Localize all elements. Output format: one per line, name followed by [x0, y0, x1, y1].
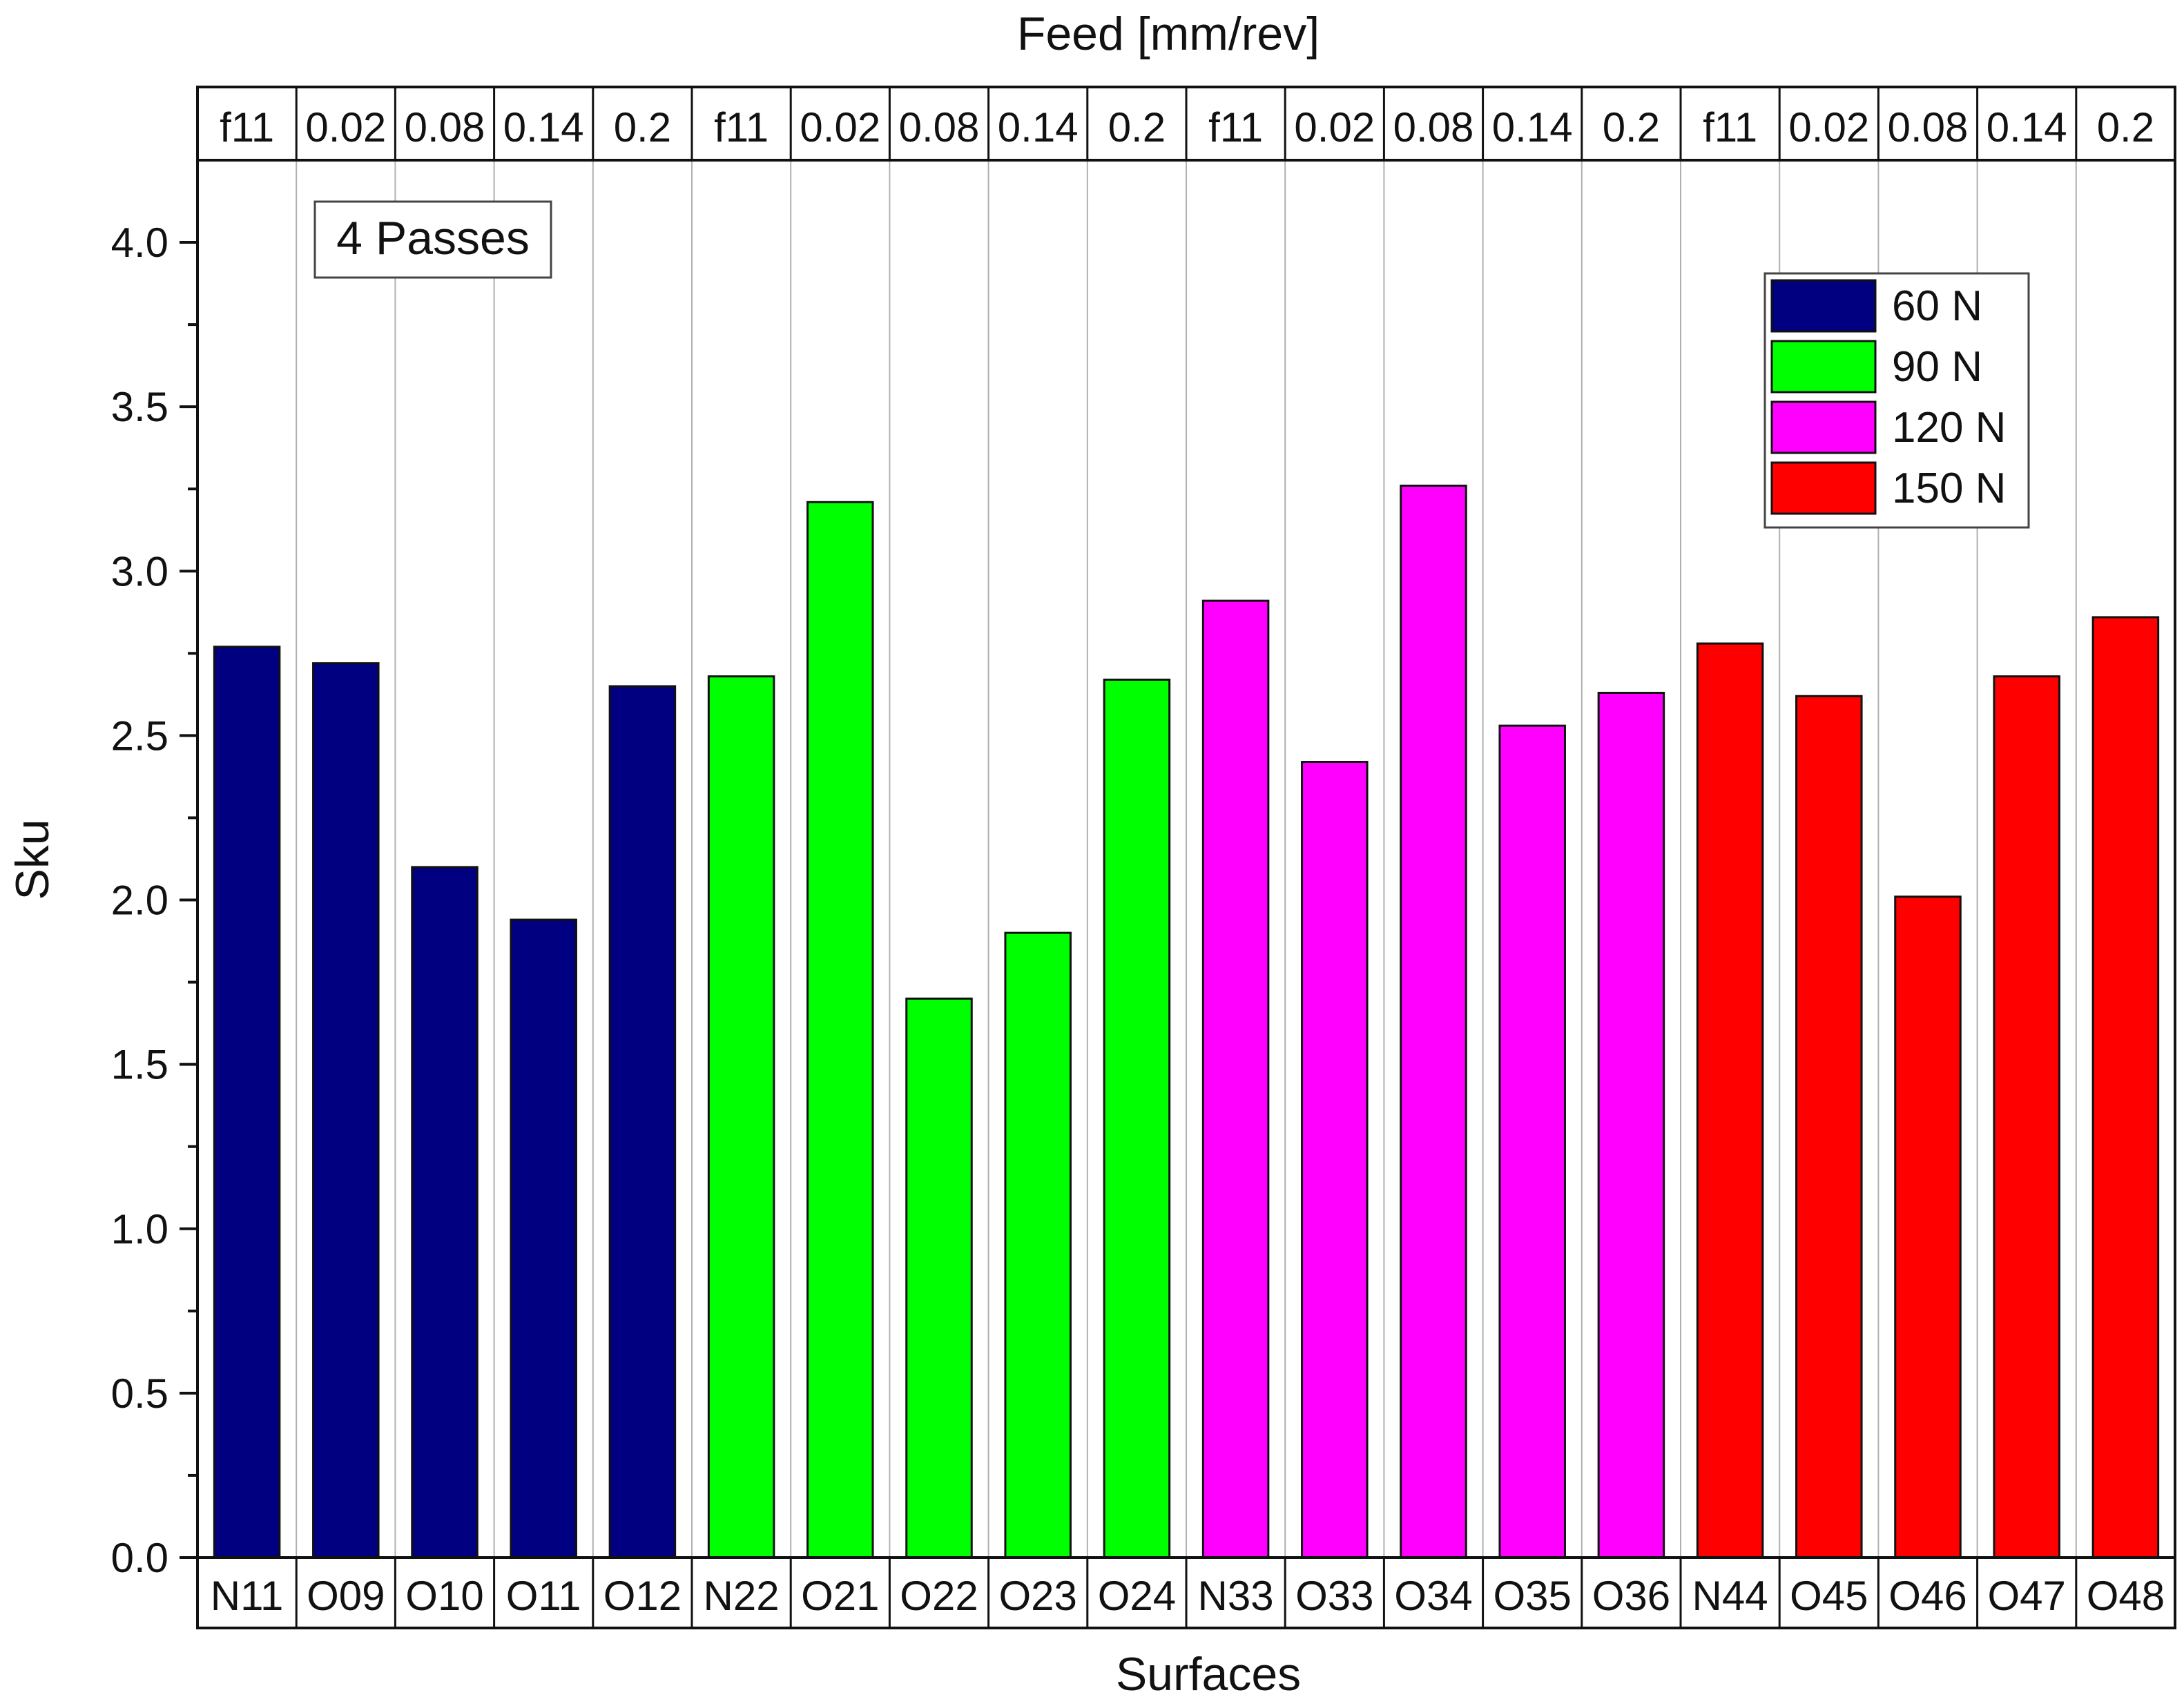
feed-tick-label: 0.14: [998, 104, 1079, 151]
bar: [2091, 616, 2160, 1559]
y-tick-label: 0.0: [111, 1535, 168, 1581]
y-tick-label: 1.0: [111, 1206, 168, 1252]
category-tick-label: O11: [506, 1573, 581, 1619]
legend-swatch: [1770, 400, 1877, 454]
bar: [1795, 695, 1863, 1559]
vertical-grid: [296, 160, 2077, 1558]
legend-swatch: [1770, 461, 1877, 515]
feed-tick-label: 0.14: [1492, 104, 1573, 151]
category-tick-label: O33: [1295, 1573, 1373, 1619]
feed-tick-label: f11: [1208, 104, 1263, 151]
y-tick-label: 1.5: [111, 1042, 168, 1088]
feed-tick-label: 0.2: [1603, 104, 1660, 151]
feed-tick-label: 0.02: [1788, 104, 1869, 151]
category-tick-label: O12: [603, 1573, 682, 1619]
feed-tick-label: 0.2: [1108, 104, 1166, 151]
feed-tick-label: 0.02: [305, 104, 386, 151]
bar: [1597, 692, 1665, 1559]
feed-tick-label: 0.14: [1987, 104, 2067, 151]
bar: [411, 866, 479, 1559]
category-tick-label: O47: [1987, 1573, 2065, 1619]
feed-tick-label: f11: [220, 104, 274, 151]
bar: [806, 501, 874, 1559]
feed-tick-label: 0.08: [899, 104, 980, 151]
legend-swatch: [1770, 279, 1877, 333]
bar: [1993, 675, 2060, 1559]
y-tick-label: 4.0: [111, 220, 168, 266]
y-tick-label: 3.5: [111, 384, 168, 430]
category-tick-label: N11: [211, 1573, 284, 1619]
top-axis-title: Feed [mm/rev]: [1017, 8, 1320, 60]
category-tick-label: O34: [1394, 1573, 1472, 1619]
x-axis-title: Surfaces: [1116, 1648, 1301, 1700]
y-axis-title: Sku: [6, 819, 59, 900]
category-tick-label: O09: [307, 1573, 385, 1619]
feed-label-row: f11 0.02 0.08 0.14 0.2 f11 0.02 0.08 0.14 0.2 f11 0…: [196, 86, 2176, 162]
category-tick-label: N22: [704, 1573, 780, 1619]
bar: [1201, 599, 1270, 1559]
feed-tick-label: 0.2: [2097, 104, 2154, 151]
y-tick-label: 2.0: [111, 878, 168, 924]
category-tick-label: O22: [900, 1573, 978, 1619]
legend-entry-label: 60 N: [1892, 282, 1982, 330]
category-tick-label: O35: [1493, 1573, 1571, 1619]
bar: [905, 997, 973, 1559]
bar: [1103, 678, 1171, 1559]
feed-tick-label: 0.2: [614, 104, 671, 151]
feed-tick-label: 0.08: [1888, 104, 1969, 151]
feed-tick-label: f11: [1703, 104, 1757, 151]
legend-entry-label: 150 N: [1892, 465, 2006, 512]
feed-tick-label: 0.02: [1294, 104, 1375, 151]
bar: [1004, 931, 1072, 1559]
y-tick-label: 3.0: [111, 548, 168, 594]
category-tick-label: O45: [1790, 1573, 1868, 1619]
bar: [1301, 761, 1369, 1559]
bar: [510, 918, 577, 1559]
category-tick-label: O24: [1098, 1573, 1176, 1619]
y-tick-label: 0.5: [111, 1370, 168, 1417]
feed-tick-label: 0.08: [405, 104, 485, 151]
category-tick-label: O36: [1592, 1573, 1670, 1619]
bar: [312, 662, 380, 1559]
bar: [1894, 895, 1962, 1559]
bar: [1696, 642, 1764, 1559]
category-tick-label: O46: [1888, 1573, 1966, 1619]
category-tick-label: N33: [1198, 1573, 1274, 1619]
bar: [608, 685, 677, 1559]
bar: [707, 675, 775, 1559]
legend-entry-label: 90 N: [1892, 343, 1982, 391]
surface-category-row: N11 O09 O10 O11 O12 N22 O21 O22 O23 O24 N33 O33 O34 O…: [196, 1556, 2176, 1629]
legend-swatch: [1770, 340, 1877, 394]
feed-tick-label: 0.02: [800, 104, 880, 151]
bar: [213, 646, 281, 1559]
bar: [1498, 724, 1566, 1559]
category-tick-label: O48: [2087, 1573, 2165, 1619]
legend: 60 N 90 N 120 N 150 N: [1763, 272, 2030, 529]
feed-tick-label: 0.14: [503, 104, 584, 151]
feed-tick-label: 0.08: [1393, 104, 1474, 151]
legend-entry-label: 120 N: [1892, 404, 2006, 452]
category-tick-label: O23: [998, 1573, 1076, 1619]
bar: [1400, 484, 1467, 1559]
y-tick-label: 2.5: [111, 713, 168, 759]
category-tick-label: O21: [801, 1573, 879, 1619]
category-tick-label: N44: [1692, 1573, 1768, 1619]
bars: [213, 484, 2160, 1559]
category-tick-label: O10: [405, 1573, 483, 1619]
feed-tick-label: f11: [714, 104, 769, 151]
axes: 0.0 0.5 1.0 1.5 2.0 2.5 3.0 3.5 4.0: [111, 220, 197, 1581]
passes-annotation: 4 Passes: [313, 200, 552, 279]
passes-annotation-label: 4 Passes: [336, 212, 530, 264]
plot-frame: [196, 159, 2176, 1559]
